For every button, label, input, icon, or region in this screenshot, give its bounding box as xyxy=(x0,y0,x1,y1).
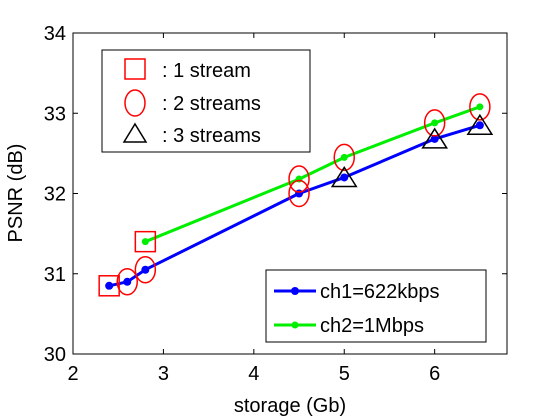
y-tick-label: 31 xyxy=(44,264,66,286)
x-tick-label: 6 xyxy=(429,363,440,385)
y-axis-title: PSNR (dB) xyxy=(5,144,27,243)
series-legend-box xyxy=(265,269,487,343)
series-1-point xyxy=(123,277,132,286)
x-tick-label: 5 xyxy=(339,363,350,385)
two-streams-marker xyxy=(288,165,310,193)
two-streams-marker xyxy=(333,143,355,172)
series-1-point xyxy=(295,189,304,198)
marker-legend-box xyxy=(101,49,311,153)
series-1-point xyxy=(340,173,349,182)
series-1-point xyxy=(475,121,484,130)
x-axis-title: storage (Gb) xyxy=(234,395,346,417)
one-stream-marker xyxy=(134,230,157,253)
three-streams-marker xyxy=(466,113,494,136)
x-tick-label: 2 xyxy=(67,363,78,385)
series-1-point xyxy=(141,265,150,274)
legend-2-streams-label: : 2 streams xyxy=(162,93,261,115)
legend-ch1-label: ch1=622kbps xyxy=(320,281,440,303)
two-streams-marker xyxy=(116,268,138,296)
one-stream-marker xyxy=(98,275,120,297)
three-streams-marker xyxy=(330,166,358,188)
series-1-point xyxy=(430,134,439,143)
x-tick-label: 4 xyxy=(248,363,259,385)
legend-square-icon xyxy=(124,58,146,80)
legend-ch1-dot xyxy=(291,287,299,295)
legend-1-stream-label: : 1 stream xyxy=(162,60,251,82)
x-tick-label: 3 xyxy=(158,363,169,385)
y-tick-label: 30 xyxy=(44,344,66,366)
two-streams-marker xyxy=(469,93,491,121)
two-streams-marker xyxy=(423,109,446,137)
legend-3-streams-label: : 3 streams xyxy=(162,125,261,147)
series-legend: ch1=622kbps ch2=1Mbps xyxy=(265,269,487,343)
legend-triangle-icon xyxy=(122,122,148,143)
legend-ch2-dot xyxy=(291,321,299,329)
series-1-point xyxy=(105,281,114,290)
series-2-point xyxy=(431,119,439,127)
three-streams-marker xyxy=(421,127,449,149)
series-2-point xyxy=(476,103,484,111)
y-tick-label: 32 xyxy=(44,184,66,206)
stream-marker-layer xyxy=(98,93,494,297)
legend-circle-icon xyxy=(124,89,146,117)
marker-legend: : 1 stream : 2 streams : 3 streams xyxy=(101,49,311,153)
y-tick-label: 34 xyxy=(44,23,66,45)
y-tick-label: 33 xyxy=(44,103,66,125)
series-2-point xyxy=(340,153,348,161)
two-streams-marker xyxy=(288,179,310,208)
two-streams-marker xyxy=(134,255,157,284)
series-2-point xyxy=(141,238,149,246)
legend-ch2-label: ch2=1Mbps xyxy=(320,315,424,337)
